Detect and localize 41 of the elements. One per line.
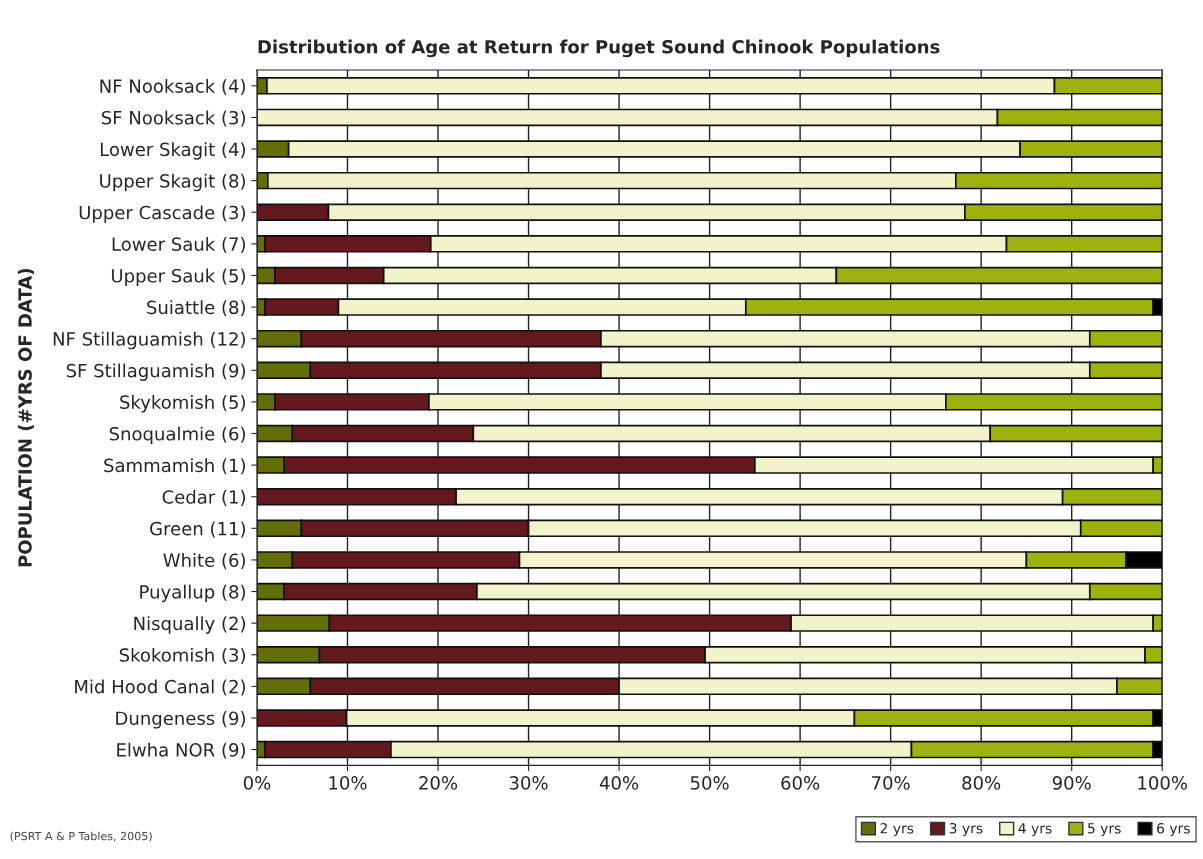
text: (PSRT A & P Tables, 2005) xyxy=(10,831,152,842)
y-tick-label: Nisqually (2) xyxy=(134,616,245,634)
y-axis-title: POPULATION (#YRS OF DATA) xyxy=(17,268,34,567)
y-tick-label: Snoqualmie (6) xyxy=(109,426,245,445)
y-tick-label: Cedar (1) xyxy=(162,489,245,506)
legend-label: 4 yrs xyxy=(1018,823,1052,837)
y-tick-label: Lower Skagit (4) xyxy=(100,142,245,160)
y-tick-label: SF Stillaguamish (9) xyxy=(66,363,245,381)
y-tick-label: Elwha NOR (9) xyxy=(117,742,245,759)
y-tick-label: Skykomish (5) xyxy=(120,395,245,413)
y-tick-label: NF Stillaguamish (12) xyxy=(53,331,245,350)
y-tick-label: Sammamish (1) xyxy=(104,458,245,475)
x-tick-label: 80% xyxy=(962,776,1001,790)
y-tick-label: Upper Skagit (8) xyxy=(100,173,245,192)
y-tick-label: Lower Sauk (7) xyxy=(112,236,245,254)
y-tick-label: Green (11) xyxy=(150,521,245,538)
y-tick-label: Skokomish (3) xyxy=(119,647,245,664)
y-tick-label: Mid Hood Canal (2) xyxy=(75,679,245,696)
x-tick-label: 20% xyxy=(419,776,458,790)
y-tick-label: Puyallup (8) xyxy=(140,584,245,603)
x-tick-label: 60% xyxy=(781,776,820,790)
y-tick-label: NF Nooksack (4) xyxy=(100,78,245,96)
x-tick-label: 40% xyxy=(599,776,639,790)
y-tick-label: Upper Sauk (5) xyxy=(111,268,245,287)
x-tick-label: 70% xyxy=(872,776,910,790)
x-tick-label: 100% xyxy=(1138,776,1188,790)
y-tick-label: Upper Cascade (3) xyxy=(79,205,245,223)
x-tick-label: 0% xyxy=(243,776,271,790)
x-tick-label: 50% xyxy=(690,776,729,790)
legend-label: 3 yrs xyxy=(949,823,983,837)
y-tick-label: Suiattle (8) xyxy=(147,300,245,317)
legend-label: 6 yrs xyxy=(1157,823,1190,837)
y-tick-label: White (6) xyxy=(163,553,245,570)
y-tick-label: Dungeness (9) xyxy=(116,711,245,729)
legend-label: 2 yrs xyxy=(880,823,914,837)
chart-title: Distribution of Age at Return for Puget Sound Chinook Populations xyxy=(258,39,940,58)
y-tick-label: SF Nooksack (3) xyxy=(101,110,245,127)
legend-label: 5 yrs xyxy=(1088,823,1121,837)
x-tick-label: 30% xyxy=(509,776,548,790)
x-tick-label: 90% xyxy=(1052,776,1091,790)
x-tick-label: 10% xyxy=(329,776,367,790)
